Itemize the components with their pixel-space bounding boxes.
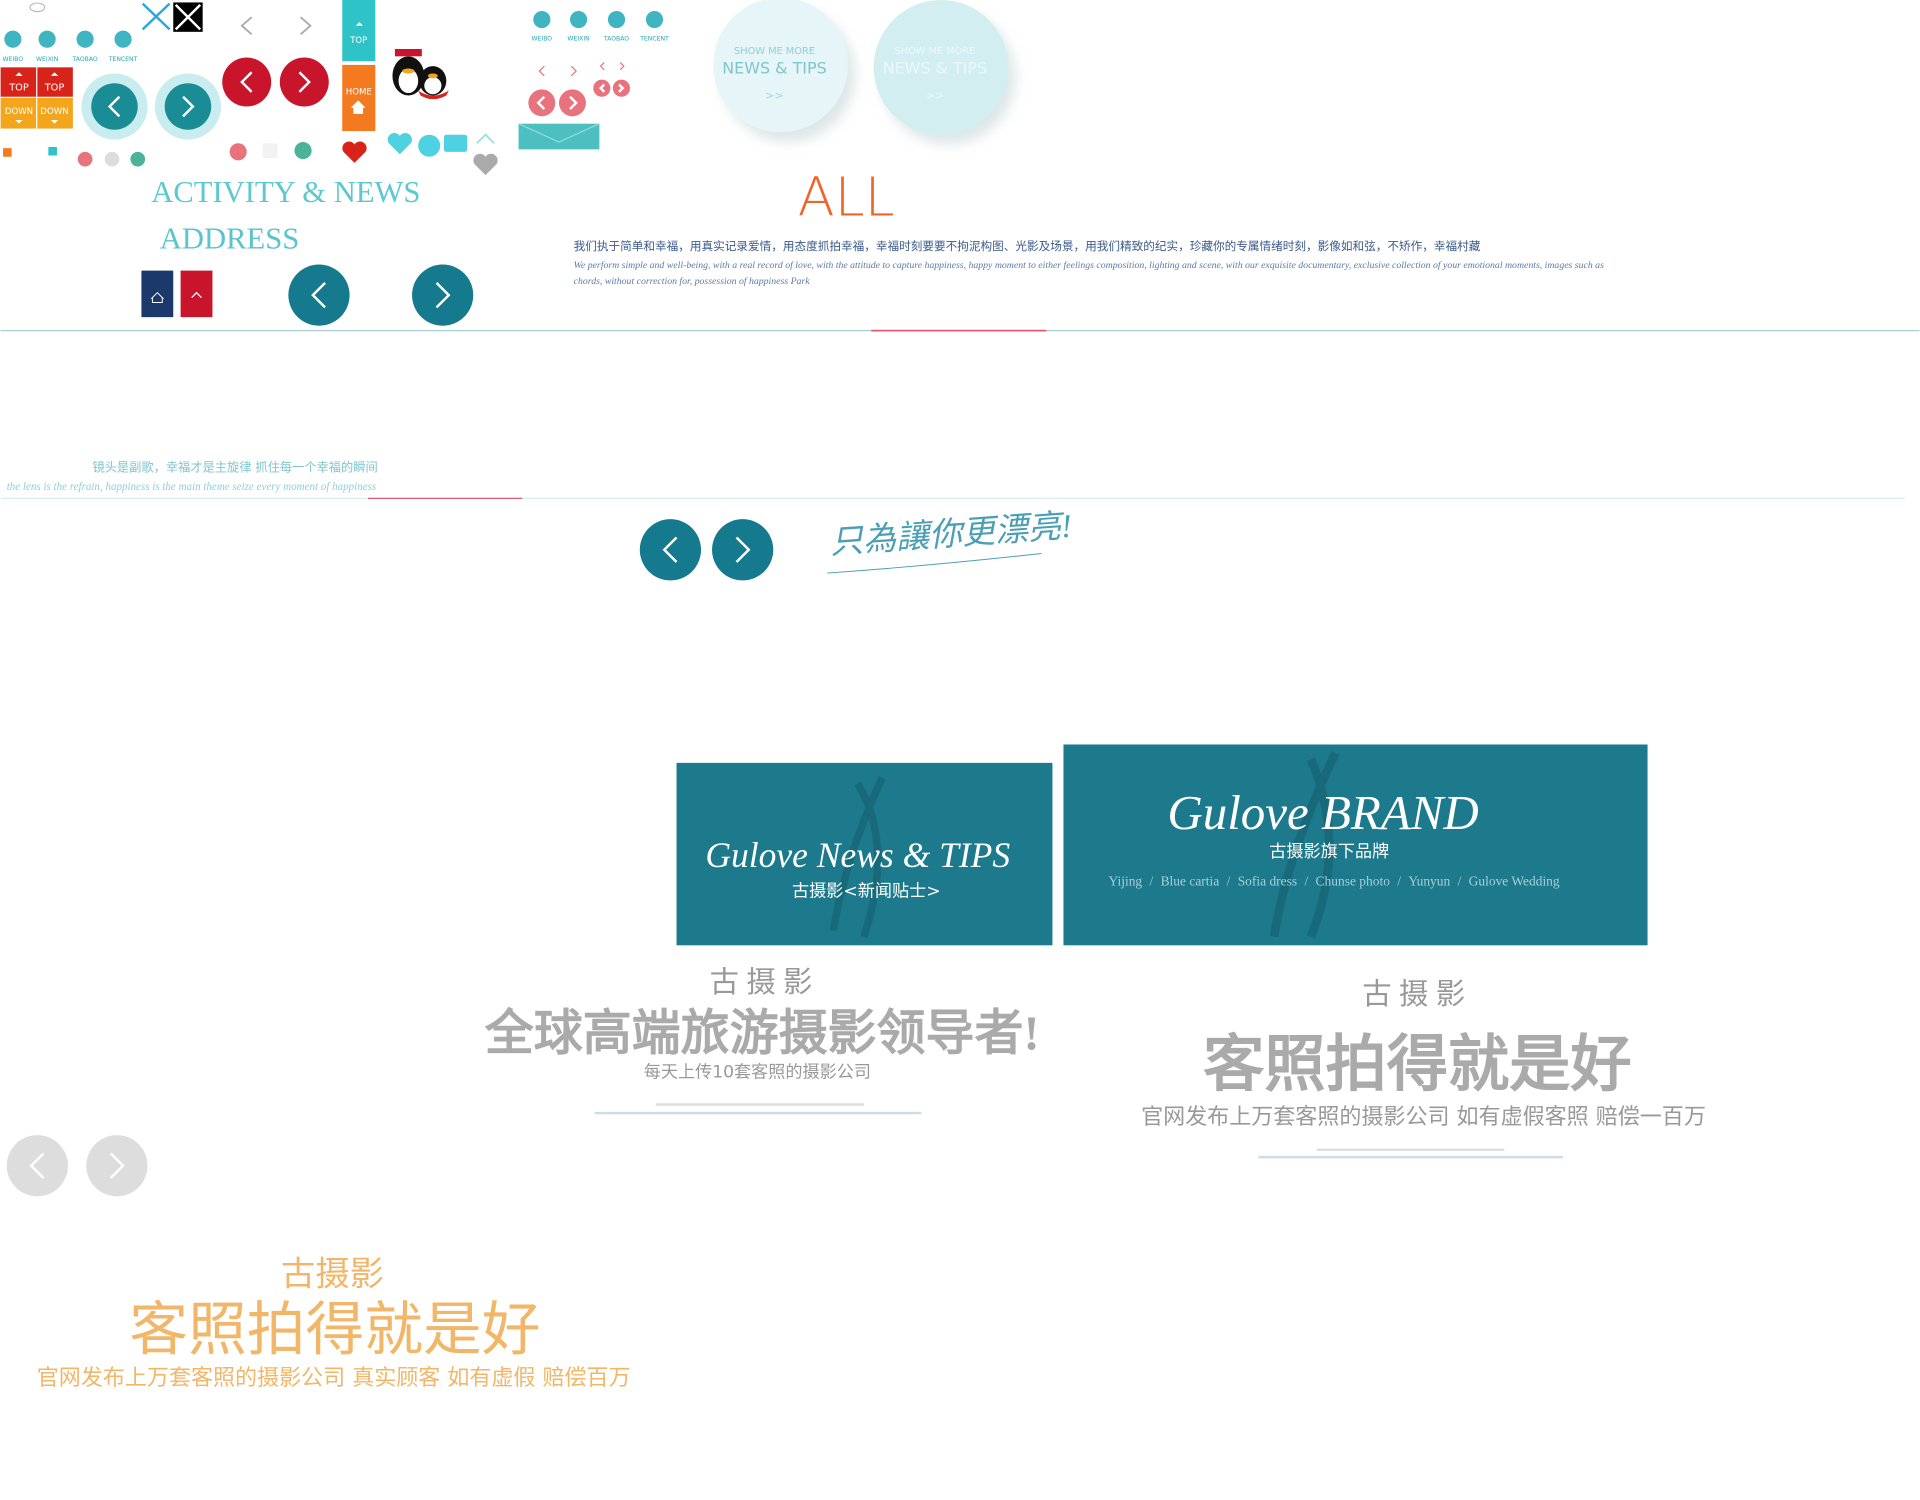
tab-label: TOP — [349, 36, 367, 46]
icon-label: TAOBAO — [603, 35, 629, 42]
close-icons — [141, 2, 203, 32]
headline: 客照拍得就是好 — [129, 1294, 540, 1363]
motto-zh: 镜头是副歌，幸福才是主旋律 抓住每一个幸福的瞬间 — [92, 459, 377, 474]
bubble-title: NEWS & TIPS — [883, 58, 987, 77]
subline: 官网发布上万套客照的摄影公司 真实顾客 如有虚假 赔偿百万 — [37, 1366, 631, 1391]
social-icons-large — [4, 30, 132, 48]
logo: 古摄影 — [281, 1255, 384, 1295]
red-nav-buttons[interactable] — [222, 57, 329, 107]
brand-name: Chunse photo — [1316, 873, 1391, 888]
news-bubble[interactable] — [713, 0, 848, 133]
envelope — [518, 123, 600, 150]
headline: 全球高端旅游摄影领导者! — [484, 1005, 1040, 1060]
panel-title: Gulove News & TIPS — [705, 835, 1010, 875]
brand-separator: / — [1227, 873, 1231, 888]
top-tab[interactable] — [342, 0, 376, 62]
brand-separator: / — [1304, 873, 1308, 888]
brand-separator: / — [1397, 873, 1401, 888]
button-label: TOP — [44, 83, 65, 94]
teal-nav-buttons-large[interactable] — [288, 264, 474, 326]
subline: 每天上传10套客照的摄影公司 — [644, 1063, 871, 1083]
brand-name: Yunyun — [1408, 873, 1450, 888]
brand-name: Blue cartia — [1161, 873, 1220, 888]
button-label: DOWN — [40, 107, 68, 117]
motto-en: the lens is the refrain, happiness is th… — [7, 481, 376, 493]
intro-en: We perform simple and well-being, with a… — [574, 260, 1604, 271]
heading: ADDRESS — [160, 222, 299, 256]
brand-separator: / — [1458, 873, 1462, 888]
news-bubble[interactable] — [873, 0, 1009, 135]
icon-label: TENCENT — [639, 35, 669, 42]
panel-subtitle: 古摄影<新闻贴士> — [792, 881, 941, 901]
bubble-title: NEWS & TIPS — [722, 58, 826, 77]
logo: 古摄影 — [710, 966, 820, 999]
bubble-arrow: >> — [926, 89, 944, 102]
teal-nav-buttons-large[interactable] — [639, 519, 774, 581]
intro-zh: 我们执于简单和幸福，用真实记录爱情，用态度抓拍幸福，幸福时刻要要不拘泥构图、光影… — [574, 239, 1481, 253]
bubble-kicker: SHOW ME MORE — [894, 46, 975, 57]
button-label: TOP — [8, 83, 29, 94]
tab-label: HOME — [346, 87, 372, 97]
eye-icon — [29, 2, 46, 13]
panel-title: Gulove BRAND — [1167, 785, 1478, 840]
icon-label: WEIXIN — [36, 56, 58, 63]
icon-label: WEIXIN — [567, 35, 589, 42]
icon-label: TAOBAO — [71, 56, 97, 63]
top-square[interactable] — [180, 270, 213, 318]
handwriting-underline — [827, 552, 1042, 574]
small-arrows — [538, 62, 625, 77]
brand-list: Yijing / Blue cartia / Sofia dress / Chunse ph… — [1109, 873, 1560, 888]
small-icons-row — [3, 132, 498, 176]
home-tab[interactable] — [342, 64, 376, 132]
brand-name: Sofia dress — [1238, 873, 1297, 888]
home-square[interactable] — [141, 270, 174, 318]
panel-subtitle: 古摄影旗下品牌 — [1269, 842, 1389, 862]
headline: 客照拍得就是好 — [1203, 1031, 1632, 1099]
heading-all: ALL — [798, 166, 895, 229]
social-icons-small — [533, 11, 664, 29]
pink-nav-buttons[interactable] — [528, 79, 630, 117]
brand-panel[interactable] — [1063, 744, 1648, 946]
icon-label: WEIBO — [3, 56, 24, 63]
qq-penguins — [392, 48, 449, 100]
handwriting: 只為讓你更漂亮! — [829, 508, 1073, 562]
intro-en: chords, without correction for, possessi… — [574, 276, 811, 287]
bubble-arrow: >> — [765, 89, 783, 102]
button-label: DOWN — [5, 107, 33, 117]
brand-separator: / — [1149, 873, 1153, 888]
logo: 古摄影 — [1362, 978, 1472, 1011]
scroll-buttons — [0, 67, 73, 129]
teal-nav-buttons[interactable] — [81, 73, 222, 140]
icon-label: TENCENT — [108, 56, 138, 63]
bubble-kicker: SHOW ME MORE — [734, 46, 815, 57]
gray-nav-buttons[interactable] — [6, 1135, 148, 1197]
brand-name: Gulove Wedding — [1469, 873, 1560, 888]
icon-label: WEIBO — [532, 35, 553, 42]
brand-name: Yijing — [1109, 873, 1143, 888]
thin-arrows — [240, 16, 312, 35]
subline: 官网发布上万套客照的摄影公司 如有虚假客照 赔偿一百万 — [1141, 1105, 1706, 1130]
heading: ACTIVITY & NEWS — [151, 175, 420, 209]
